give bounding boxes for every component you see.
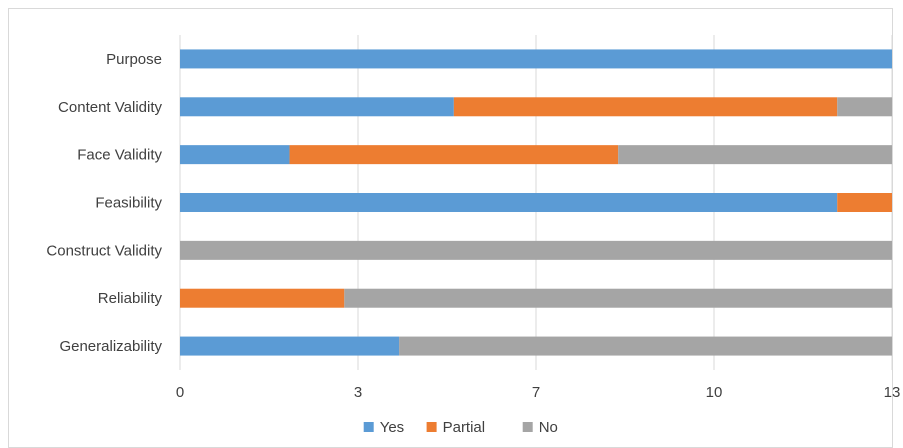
bar-face-validity-no: [618, 145, 892, 165]
legend-swatch-yes: [363, 422, 374, 432]
bar-reliability-no: [344, 288, 892, 308]
stacked-bar-chart: Purpose Content Validity Face Validity Feas…: [46, 35, 901, 436]
bar-construct-validity-no: [180, 240, 892, 260]
bars: [180, 49, 892, 356]
bar-feasibility-partial: [837, 193, 892, 212]
category-label: Feasibility: [95, 195, 162, 212]
category-label: Face Validity: [77, 147, 162, 164]
legend-swatch-partial: [426, 422, 437, 432]
category-labels: Purpose Content Validity Face Validity Feas…: [46, 51, 162, 355]
category-label: Construct Validity: [46, 242, 162, 259]
category-label: Content Validity: [58, 99, 162, 116]
bar-reliability-partial: [180, 288, 345, 308]
category-label: Purpose: [106, 51, 162, 68]
x-tick-label: 7: [532, 384, 540, 401]
x-tick-label: 13: [884, 384, 901, 401]
bar-purpose-yes: [180, 49, 892, 69]
bar-content-validity-partial: [453, 97, 838, 117]
bar-content-validity-no: [837, 97, 892, 117]
bar-feasibility-yes: [180, 193, 838, 212]
legend-label-yes: Yes: [380, 419, 404, 436]
x-tick-label: 3: [354, 384, 362, 401]
legend-label-partial: Partial: [443, 419, 486, 436]
x-tick-label: 0: [176, 384, 184, 401]
x-tick-label: 10: [706, 384, 723, 401]
chart-frame: [8, 8, 893, 448]
bar-face-validity-yes: [180, 145, 290, 165]
bar-face-validity-partial: [289, 145, 619, 165]
legend: Yes Partial No: [363, 419, 558, 436]
legend-swatch-no: [522, 422, 533, 432]
legend-label-no: No: [539, 419, 558, 436]
x-tick-labels: 0 3 7 10 13: [176, 384, 901, 401]
category-label: Generalizability: [59, 338, 162, 355]
bar-generalizability-yes: [180, 336, 400, 356]
bar-content-validity-yes: [180, 97, 454, 117]
bar-generalizability-no: [399, 336, 892, 356]
category-label: Reliability: [98, 290, 163, 307]
